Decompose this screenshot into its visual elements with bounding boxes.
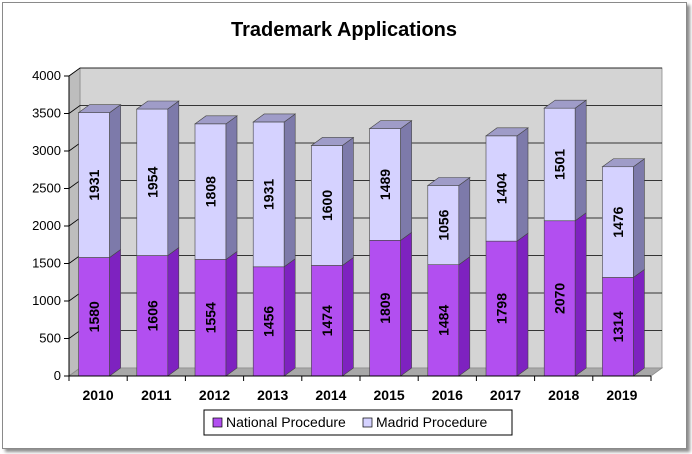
data-label-madrid-2010: 1931 — [86, 169, 102, 200]
legend-box — [203, 409, 513, 436]
y-tick-label: 2500 — [32, 181, 61, 196]
x-tick-label: 2015 — [374, 387, 405, 403]
bar-national-2017 — [485, 240, 518, 377]
data-label-madrid-2011: 1954 — [144, 166, 160, 197]
data-label-national-2014: 1474 — [319, 305, 335, 336]
data-label-national-2012: 1554 — [203, 302, 219, 333]
bars: 1580 1931 1606 1954 1554 1808 1456 1931 1474 1600… — [77, 99, 646, 377]
bar-side-national-2016 — [458, 256, 471, 377]
y-tick-label: 4000 — [32, 68, 61, 83]
gridline — [68, 105, 662, 114]
chart-canvas: Trademark Applications 0 500 1000 1500 2000 2… — [32, 19, 664, 436]
legend-label-madrid: Madrid Procedure — [376, 414, 487, 430]
data-label-madrid-2018: 1501 — [552, 149, 568, 180]
bar-madrid-2011 — [136, 108, 169, 256]
bar-side-national-2019 — [633, 268, 645, 377]
y-tick-label: 3500 — [32, 106, 61, 121]
x-tick-label: 2012 — [199, 387, 230, 403]
bar-side-national-2018 — [574, 212, 587, 377]
x-tick-label: 2011 — [141, 387, 172, 403]
data-label-national-2011: 1606 — [144, 300, 160, 331]
y-tick-label: 0 — [54, 368, 61, 383]
y-tick-label: 1500 — [32, 256, 61, 271]
y-tick-label: 3000 — [32, 143, 61, 158]
x-tick-label: 2019 — [606, 387, 637, 403]
x-tick-label: 2013 — [257, 387, 288, 403]
data-label-national-2010: 1580 — [86, 301, 102, 332]
gridline — [68, 67, 662, 77]
bar-side-national-2014 — [342, 256, 354, 377]
bar-side-national-2017 — [516, 232, 529, 377]
legend-swatch-national — [212, 417, 223, 428]
bar-side-madrid-2016 — [458, 176, 471, 266]
bar-side-madrid-2010 — [109, 104, 121, 259]
bar-top-madrid-2011 — [135, 100, 180, 110]
bar-side-national-2013 — [283, 258, 296, 377]
y-tick-label: 1000 — [32, 293, 61, 308]
bar-side-national-2011 — [167, 246, 180, 377]
data-label-madrid-2012: 1808 — [203, 176, 219, 207]
bar-side-madrid-2017 — [516, 127, 529, 242]
bar-top-madrid-2015 — [368, 120, 413, 129]
chart-frame: Trademark Applications 0 500 1000 1500 2000 2… — [2, 2, 687, 449]
bar-side-madrid-2019 — [633, 158, 645, 279]
data-label-madrid-2015: 1489 — [377, 169, 393, 200]
legend-label-national: National Procedure — [226, 414, 346, 430]
bar-side-madrid-2018 — [574, 99, 587, 222]
data-label-national-2013: 1456 — [261, 306, 277, 337]
bar-madrid-2010 — [78, 112, 110, 258]
bar-top-madrid-2019 — [601, 158, 646, 168]
bar-madrid-2019 — [602, 166, 634, 278]
bar-national-2015 — [369, 240, 401, 377]
bar-top-madrid-2017 — [485, 127, 529, 137]
bar-side-madrid-2011 — [167, 100, 180, 257]
bar-side-madrid-2015 — [400, 120, 412, 241]
bar-madrid-2017 — [485, 135, 518, 242]
y-axis: 0 500 1000 1500 2000 2500 3000 3500 4000 — [32, 68, 70, 383]
data-label-madrid-2016: 1056 — [435, 209, 451, 240]
bar-madrid-2014 — [311, 145, 343, 266]
bar-madrid-2013 — [252, 121, 285, 268]
data-label-madrid-2017: 1404 — [494, 173, 510, 204]
data-label-madrid-2014: 1600 — [319, 190, 335, 221]
bar-top-madrid-2010 — [77, 104, 122, 113]
bar-side-national-2012 — [225, 250, 238, 377]
data-label-madrid-2019: 1476 — [610, 206, 626, 237]
data-label-national-2018: 2070 — [552, 283, 568, 314]
data-label-national-2016: 1484 — [435, 305, 451, 336]
bar-side-madrid-2012 — [225, 115, 238, 261]
legend-swatch-madrid — [362, 417, 373, 428]
chart-title: Trademark Applications — [231, 19, 457, 41]
bar-side-national-2015 — [400, 231, 412, 377]
legend: National Procedure Madrid Procedure — [203, 409, 513, 436]
bar-top-madrid-2014 — [310, 137, 355, 146]
x-tick-label: 2010 — [83, 387, 114, 403]
bar-side-madrid-2014 — [342, 136, 354, 267]
bar-madrid-2012 — [194, 123, 227, 260]
x-tick-label: 2018 — [548, 387, 579, 403]
bar-top-madrid-2012 — [194, 115, 238, 125]
x-tick-label: 2014 — [315, 387, 346, 403]
data-label-national-2019: 1314 — [610, 311, 626, 342]
bar-top-madrid-2013 — [252, 113, 297, 123]
bar-madrid-2018 — [543, 107, 576, 222]
data-label-national-2015: 1809 — [377, 292, 393, 323]
data-label-national-2017: 1798 — [494, 293, 510, 324]
x-axis: 2010 2011 2012 2013 2014 2015 2016 2017 2018 2019 — [68, 375, 652, 403]
x-tick-label: 2016 — [432, 387, 463, 403]
bar-side-madrid-2013 — [283, 113, 296, 268]
bar-top-madrid-2016 — [426, 177, 471, 186]
data-label-madrid-2013: 1931 — [261, 179, 277, 210]
bar-national-2019 — [602, 277, 634, 377]
bar-top-madrid-2018 — [543, 99, 588, 109]
y-tick-label: 2000 — [32, 218, 61, 233]
x-tick-label: 2017 — [490, 387, 521, 403]
bar-side-national-2010 — [109, 248, 121, 377]
y-tick-label: 500 — [39, 331, 61, 346]
bar-national-2013 — [252, 266, 285, 377]
